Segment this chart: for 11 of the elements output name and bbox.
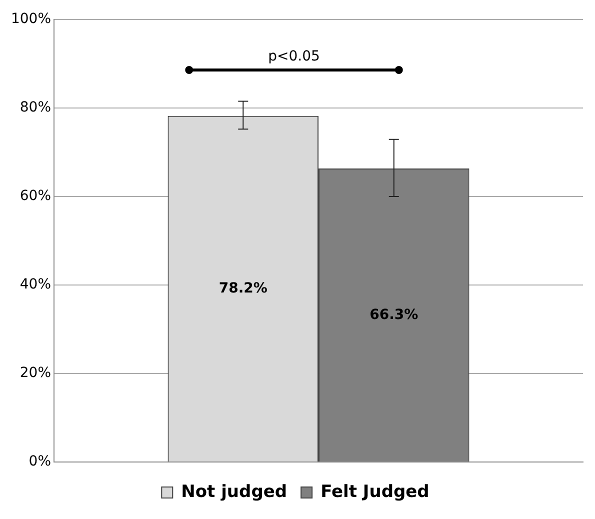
y-tick-label: 40% [20, 276, 52, 293]
y-tick-label: 100% [10, 11, 52, 28]
legend-label: Felt Judged [320, 482, 430, 502]
data-label: 78.2% [218, 280, 268, 297]
y-tick-label: 80% [20, 100, 52, 116]
legend-label: Not judged [181, 482, 288, 502]
annotation: p<0.05 [268, 48, 320, 65]
y-tick-label: 0% [28, 454, 52, 470]
y-tick-label: 20% [20, 365, 52, 382]
y-tick-label: 60% [20, 188, 52, 204]
data-label: 66.3% [370, 306, 418, 323]
